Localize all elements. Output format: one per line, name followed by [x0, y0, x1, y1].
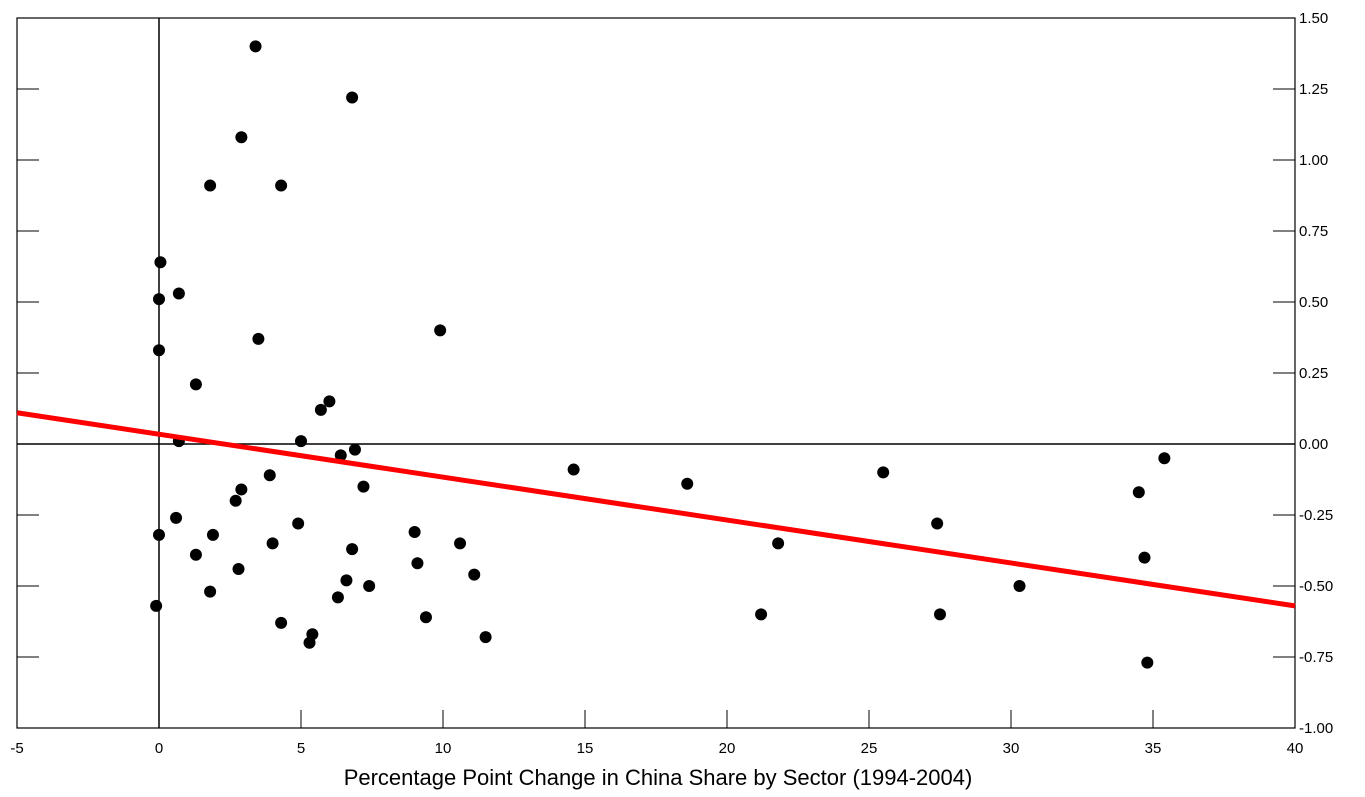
y-tick-label: 0.75 [1299, 223, 1328, 240]
x-axis-ticks: -5 0 5 10 15 20 25 30 35 40 [10, 710, 1303, 757]
data-point [419, 611, 432, 624]
x-tick-label: 10 [435, 740, 452, 757]
data-point [931, 517, 944, 530]
data-point [204, 179, 217, 192]
x-tick-label: 40 [1287, 740, 1304, 757]
data-point [408, 526, 421, 539]
fit-line-group [16, 410, 1296, 609]
x-tick-label: 15 [577, 740, 594, 757]
x-tick-label: -5 [10, 740, 23, 757]
data-point [346, 91, 359, 104]
y-tick-label: 1.00 [1299, 152, 1328, 169]
data-point [357, 480, 370, 493]
y-tick-label: -0.75 [1299, 649, 1333, 666]
data-point [292, 517, 305, 530]
data-point [411, 557, 424, 570]
x-tick-label: 5 [297, 740, 305, 757]
plot-border [16, 17, 1296, 729]
y-axis-ticks: -1.00 -0.75 -0.50 -0.25 0.00 0.25 0.50 0.75 1.00… [17, 10, 1333, 737]
data-point [331, 591, 344, 604]
data-point [206, 528, 219, 541]
data-point [1138, 551, 1151, 564]
data-point [153, 344, 165, 357]
data-point [567, 463, 580, 476]
data-point [363, 580, 376, 592]
data-point [263, 469, 276, 482]
y-tick-label: 0.50 [1299, 294, 1328, 311]
x-tick-label: 25 [861, 740, 878, 757]
data-point [249, 40, 262, 53]
data-point [235, 483, 248, 496]
y-tick-label: 1.25 [1299, 81, 1328, 98]
data-point [153, 528, 165, 541]
data-point [1141, 656, 1154, 669]
y-tick-label: 1.50 [1299, 10, 1328, 27]
x-tick-label: 20 [719, 740, 736, 757]
data-point [252, 332, 265, 345]
fit-line [16, 410, 1296, 609]
data-point [153, 293, 165, 306]
y-tick-label: 0.00 [1299, 436, 1328, 453]
y-tick-label: -0.50 [1299, 578, 1333, 595]
reference-lines [17, 18, 1295, 728]
data-point [1132, 486, 1145, 499]
data-point [170, 511, 183, 524]
data-point [479, 631, 492, 644]
data-point [323, 395, 336, 408]
x-tick-label: 35 [1145, 740, 1162, 757]
data-point [189, 548, 202, 561]
data-point [468, 568, 481, 581]
data-point [340, 574, 353, 587]
data-point [235, 131, 248, 144]
data-point [1158, 452, 1171, 465]
y-tick-label: -1.00 [1299, 720, 1333, 737]
data-point [454, 537, 467, 550]
data-point [266, 537, 279, 550]
data-point [346, 543, 359, 556]
x-tick-label: 30 [1003, 740, 1020, 757]
data-point [1013, 580, 1026, 592]
data-point [434, 324, 447, 337]
data-point [150, 599, 163, 612]
data-point [295, 435, 307, 448]
data-point [334, 449, 347, 462]
y-tick-label: 0.25 [1299, 365, 1328, 382]
data-point [189, 378, 202, 391]
data-point [172, 287, 185, 300]
data-point [275, 616, 288, 629]
y-tick-label: -0.25 [1299, 507, 1333, 524]
data-point [772, 537, 785, 550]
data-point [314, 403, 327, 416]
data-point [681, 477, 694, 490]
data-point [229, 494, 242, 507]
plot-frame [16, 17, 1296, 729]
data-point [755, 608, 768, 621]
x-tick-label: 0 [155, 740, 163, 757]
x-axis-title: Percentage Point Change in China Share b… [344, 765, 973, 790]
data-points [150, 40, 1171, 669]
data-point [934, 608, 946, 621]
data-point [204, 585, 217, 598]
data-point [348, 443, 361, 456]
data-point [275, 179, 288, 192]
data-point [877, 466, 890, 479]
data-point [232, 562, 245, 575]
data-point [303, 636, 316, 649]
data-point [154, 256, 167, 269]
